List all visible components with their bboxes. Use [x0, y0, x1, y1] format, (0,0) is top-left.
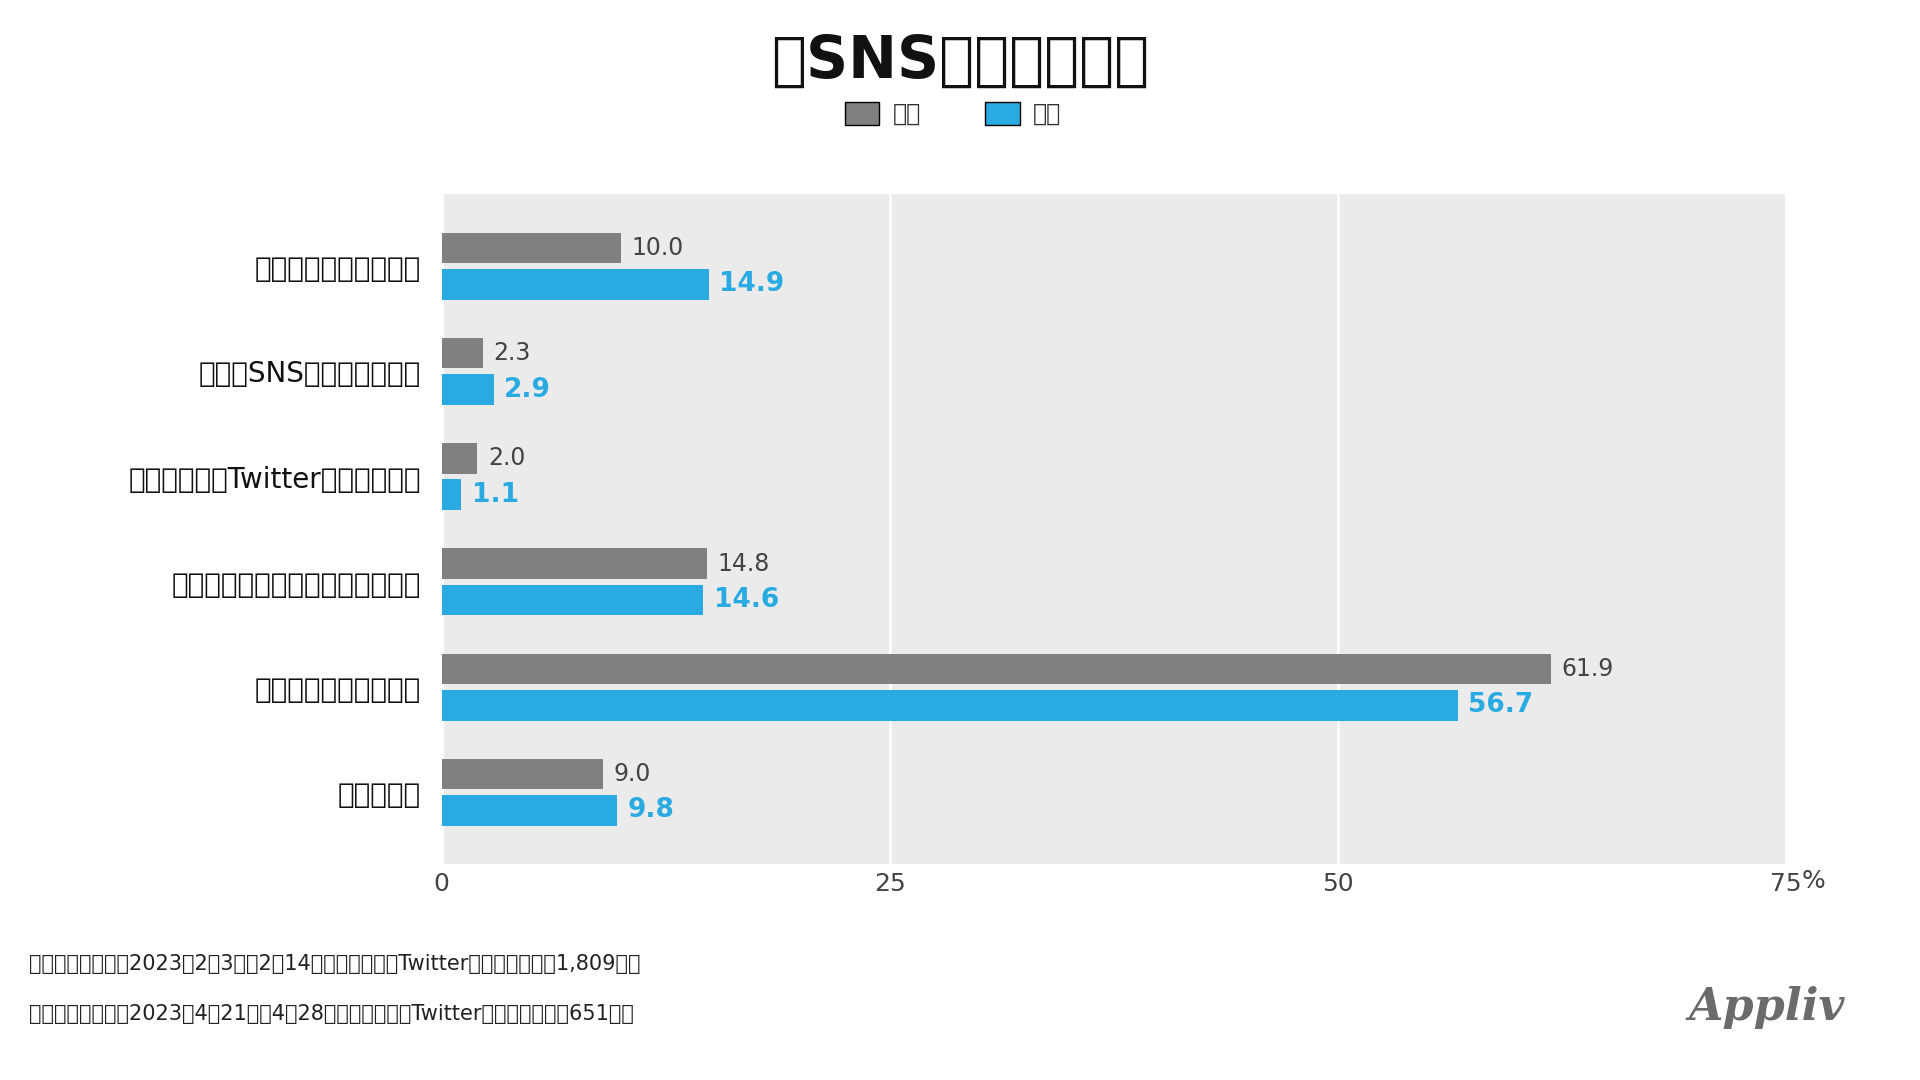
Text: 今回: 今回: [1033, 102, 1062, 125]
Bar: [442, 338, 482, 368]
Text: 他SNSへの移行検討: 他SNSへの移行検討: [772, 32, 1148, 90]
Bar: [442, 375, 493, 405]
Text: 2.9: 2.9: [505, 377, 551, 403]
Text: 14.6: 14.6: [714, 588, 780, 613]
Bar: [442, 584, 703, 616]
Text: 今回　2023年4月21日～4月28日　単数回答（Twitterを毎日利用する651人）: 今回 2023年4月21日～4月28日 単数回答（Twitterを毎日利用する6…: [29, 1004, 634, 1025]
Bar: [442, 759, 603, 789]
Text: 調査期間：前回　2023年2月3日～2月14日　単数回答（Twitterを毎日利用する1,809人）: 調査期間：前回 2023年2月3日～2月14日 単数回答（Twitterを毎日利…: [29, 954, 639, 974]
Text: 14.8: 14.8: [718, 552, 770, 576]
Text: 前回: 前回: [893, 102, 922, 125]
Bar: [442, 269, 708, 299]
Text: 61.9: 61.9: [1561, 657, 1615, 680]
Text: 2.0: 2.0: [488, 446, 526, 471]
Text: 9.8: 9.8: [628, 797, 674, 823]
Text: 9.0: 9.0: [614, 762, 651, 786]
Text: 14.9: 14.9: [720, 271, 785, 297]
Bar: [442, 443, 478, 474]
Bar: [442, 232, 620, 264]
Text: 10.0: 10.0: [632, 235, 684, 260]
Bar: [442, 795, 616, 826]
Text: %: %: [1801, 869, 1826, 893]
Text: 2.3: 2.3: [493, 341, 532, 365]
Bar: [442, 690, 1457, 720]
Bar: [442, 480, 461, 510]
Text: Appliv: Appliv: [1688, 986, 1845, 1028]
Text: 1.1: 1.1: [472, 482, 518, 508]
Bar: [442, 549, 707, 579]
Text: 56.7: 56.7: [1469, 692, 1534, 718]
Bar: [442, 653, 1551, 684]
